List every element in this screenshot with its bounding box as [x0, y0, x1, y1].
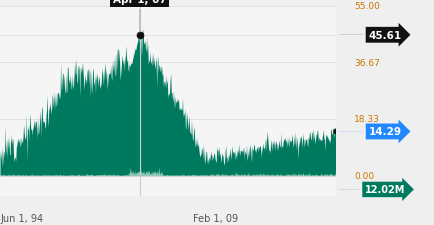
Text: Apr 1, 07: Apr 1, 07 — [113, 0, 167, 33]
Text: 18.33: 18.33 — [354, 115, 380, 124]
Text: 55.00: 55.00 — [354, 2, 380, 11]
Text: 36.67: 36.67 — [354, 58, 380, 68]
Text: Jun 1, 94: Jun 1, 94 — [0, 213, 43, 223]
Text: 0.00: 0.00 — [354, 171, 374, 180]
Text: 45.61: 45.61 — [339, 31, 402, 40]
Text: 14.29: 14.29 — [339, 127, 402, 137]
Text: 12.02M: 12.02M — [339, 185, 405, 195]
Text: Feb 1, 09: Feb 1, 09 — [194, 213, 239, 223]
